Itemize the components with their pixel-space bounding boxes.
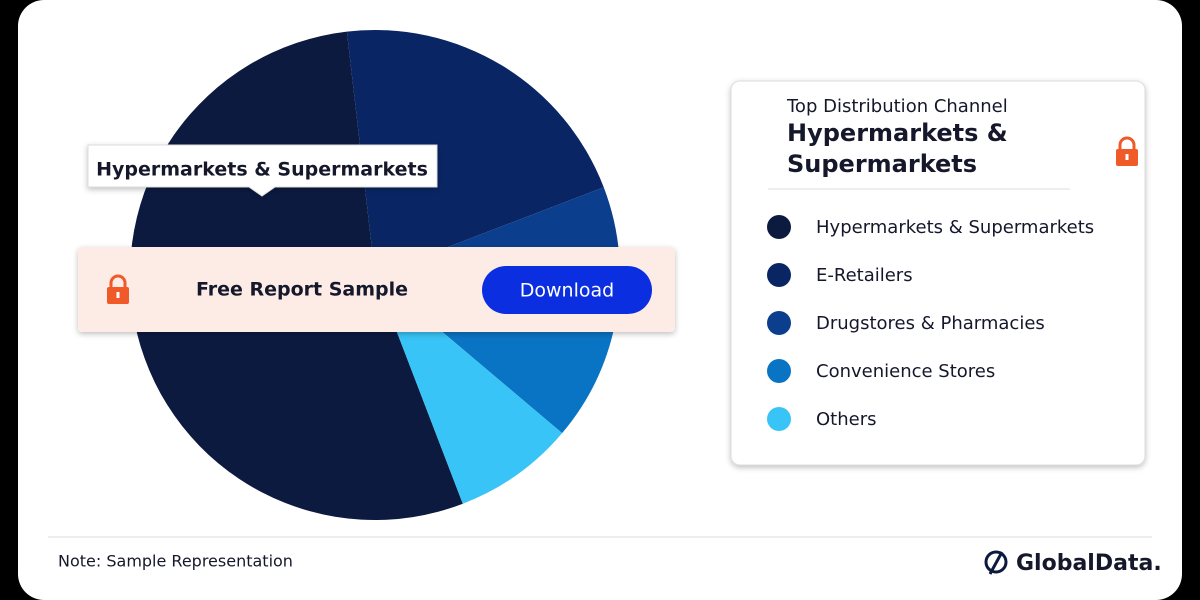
legend-swatch	[767, 215, 791, 239]
legend-swatch	[767, 311, 791, 335]
legend-label: Others	[816, 409, 877, 430]
panel-title: Hypermarkets &	[787, 119, 1008, 147]
legend-label: Convenience Stores	[816, 361, 995, 382]
banner-text: Free Report Sample	[196, 279, 408, 301]
panel-subtitle: Top Distribution Channel	[786, 96, 1008, 117]
panel: Top Distribution Channel Hypermarkets & …	[730, 80, 1146, 466]
note: Note: Sample Representation	[58, 552, 293, 571]
legend-label: Hypermarkets & Supermarkets	[816, 217, 1094, 238]
pie-slice	[346, 30, 604, 276]
callout-text: Hypermarkets & Supermarkets	[96, 159, 428, 181]
logo: GlobalData.	[984, 550, 1162, 576]
callout: Hypermarkets & Supermarkets	[87, 144, 438, 197]
legend-label: E-Retailers	[816, 265, 913, 286]
legend-swatch	[767, 407, 791, 431]
banner: Free Report Sample Download	[78, 247, 675, 332]
logo-text: GlobalData.	[1016, 551, 1162, 576]
pie-slice	[375, 275, 563, 504]
panel-title: Supermarkets	[787, 150, 977, 178]
legend-label: Drugstores & Pharmacies	[816, 313, 1045, 334]
download-button[interactable]: Download	[482, 266, 652, 314]
legend-swatch	[767, 359, 791, 383]
button-label[interactable]: Download	[520, 280, 614, 302]
legend-swatch	[767, 263, 791, 287]
legend: Hypermarkets & Supermarkets E-Retailers Dr…	[767, 215, 1094, 431]
